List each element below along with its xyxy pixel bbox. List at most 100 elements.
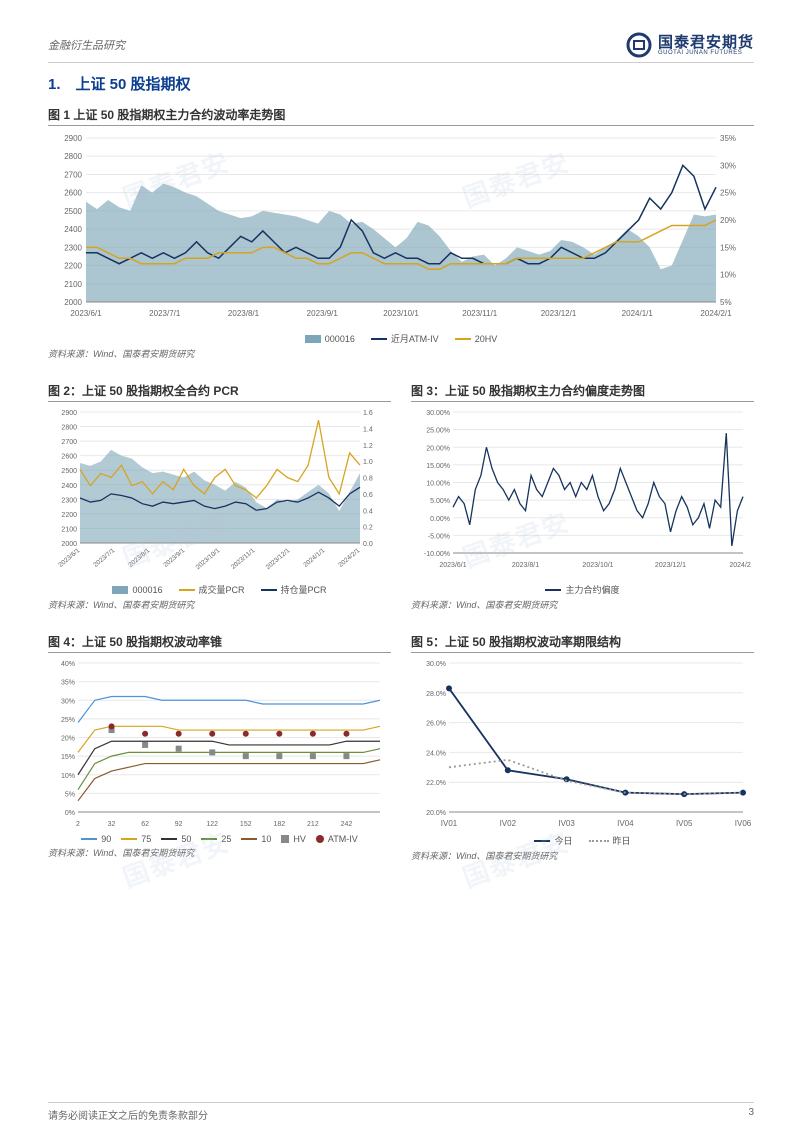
fig3-title: 上证 50 股指期权主力合约偏度走势图 <box>445 384 645 398</box>
svg-text:2023/6/1: 2023/6/1 <box>70 309 102 318</box>
svg-text:2023/11/1: 2023/11/1 <box>230 547 257 571</box>
svg-text:2023/8/1: 2023/8/1 <box>127 547 151 569</box>
svg-text:2024/1/1: 2024/1/1 <box>302 547 326 569</box>
logo-icon <box>626 32 652 58</box>
legend-4: 9075502510HVATM-IV <box>48 834 391 844</box>
brand-cn: 国泰君安期货 <box>658 35 754 50</box>
svg-text:212: 212 <box>307 821 319 828</box>
svg-text:1.4: 1.4 <box>363 426 373 433</box>
chart-1: 2000210022002300240025002600270028002900… <box>48 130 754 330</box>
svg-text:1.2: 1.2 <box>363 443 373 450</box>
svg-text:5.00%: 5.00% <box>430 498 450 505</box>
svg-text:15%: 15% <box>720 243 736 252</box>
legend-5: 今日昨日 <box>411 834 754 847</box>
svg-text:2500: 2500 <box>61 468 77 475</box>
chart-5: 20.0%22.0%24.0%26.0%28.0%30.0%IV01IV02IV… <box>411 657 751 832</box>
svg-text:2023/12/1: 2023/12/1 <box>655 562 686 569</box>
svg-text:24.0%: 24.0% <box>426 750 446 757</box>
svg-text:5%: 5% <box>65 791 75 798</box>
svg-text:10%: 10% <box>720 271 736 280</box>
svg-text:2100: 2100 <box>61 526 77 533</box>
section-title: 1. 上证 50 股指期权 <box>48 73 754 94</box>
svg-text:IV03: IV03 <box>558 819 575 828</box>
svg-text:22.0%: 22.0% <box>426 780 446 787</box>
legend-1: 000016近月ATM-IV20HV <box>48 332 754 345</box>
svg-text:2200: 2200 <box>61 512 77 519</box>
fig2-prefix: 图 2： <box>48 384 82 398</box>
svg-text:2: 2 <box>76 821 80 828</box>
svg-text:2023/7/1: 2023/7/1 <box>149 309 181 318</box>
svg-text:IV04: IV04 <box>617 819 634 828</box>
svg-text:2300: 2300 <box>61 497 77 504</box>
svg-text:IV01: IV01 <box>441 819 458 828</box>
fig5-title: 上证 50 股指期权波动率期限结构 <box>445 635 621 649</box>
chart-4: 0%5%10%15%20%25%30%35%40%232629212215218… <box>48 657 388 832</box>
svg-text:IV06: IV06 <box>735 819 751 828</box>
svg-text:2023/12/1: 2023/12/1 <box>265 547 292 571</box>
svg-text:2400: 2400 <box>61 483 77 490</box>
svg-text:20.00%: 20.00% <box>426 445 450 452</box>
svg-text:2024/2/1: 2024/2/1 <box>700 309 732 318</box>
svg-text:2900: 2900 <box>61 410 77 417</box>
svg-text:2023/6/1: 2023/6/1 <box>57 547 81 569</box>
svg-text:2700: 2700 <box>61 439 77 446</box>
svg-text:10%: 10% <box>61 773 75 780</box>
svg-text:30.0%: 30.0% <box>426 661 446 668</box>
legend-2: 000016成交量PCR持仓量PCR <box>48 583 391 596</box>
svg-text:242: 242 <box>341 821 353 828</box>
fig1-title: 上证 50 股指期权主力合约波动率走势图 <box>73 108 285 122</box>
fig1-prefix: 图 1 <box>48 108 70 122</box>
svg-text:2023/11/1: 2023/11/1 <box>462 309 498 318</box>
svg-text:2024/2/1: 2024/2/1 <box>337 547 361 569</box>
svg-text:-5.00%: -5.00% <box>428 533 450 540</box>
fig1-source: 资料来源：Wind、国泰君安期货研究 <box>48 347 754 360</box>
svg-text:32: 32 <box>108 821 116 828</box>
svg-text:25%: 25% <box>720 189 736 198</box>
chart-3: -10.00%-5.00%0.00%5.00%10.00%15.00%20.00… <box>411 406 751 581</box>
svg-text:2900: 2900 <box>64 134 82 143</box>
brand-en: GUOTAI JUNAN FUTURES <box>658 50 754 56</box>
figure-3: 图 3：上证 50 股指期权主力合约偏度走势图 -10.00%-5.00%0.0… <box>411 376 754 611</box>
svg-text:IV05: IV05 <box>676 819 693 828</box>
svg-text:20%: 20% <box>720 216 736 225</box>
svg-text:30.00%: 30.00% <box>426 410 450 417</box>
svg-text:2023/8/1: 2023/8/1 <box>228 309 260 318</box>
svg-text:2023/8/1: 2023/8/1 <box>512 562 539 569</box>
fig5-source: 资料来源：Wind、国泰君安期货研究 <box>411 849 754 862</box>
disclaimer: 请务必阅读正文之后的免责条款部分 <box>48 1107 208 1122</box>
svg-text:-10.00%: -10.00% <box>424 551 450 558</box>
svg-text:2023/6/1: 2023/6/1 <box>439 562 466 569</box>
fig2-source: 资料来源：Wind、国泰君安期货研究 <box>48 598 391 611</box>
svg-text:2100: 2100 <box>64 280 82 289</box>
svg-text:2023/9/1: 2023/9/1 <box>162 547 186 569</box>
svg-text:15.00%: 15.00% <box>426 463 450 470</box>
svg-text:IV02: IV02 <box>500 819 517 828</box>
fig5-prefix: 图 5： <box>411 635 445 649</box>
svg-text:25.00%: 25.00% <box>426 428 450 435</box>
figure-1: 图 1 上证 50 股指期权主力合约波动率走势图 2000 2100 2200 230… <box>48 106 754 360</box>
svg-text:35%: 35% <box>61 680 75 687</box>
svg-text:2300: 2300 <box>64 243 82 252</box>
svg-text:2023/10/1: 2023/10/1 <box>195 547 222 571</box>
svg-text:2200: 2200 <box>64 262 82 271</box>
svg-text:2024/2/1: 2024/2/1 <box>729 562 751 569</box>
svg-text:182: 182 <box>273 821 285 828</box>
svg-text:0.00%: 0.00% <box>430 516 450 523</box>
chart-2: 2000210022002300240025002600270028002900… <box>48 406 388 581</box>
svg-text:40%: 40% <box>61 661 75 668</box>
svg-text:2000: 2000 <box>64 298 82 307</box>
fig4-title: 上证 50 股指期权波动率锥 <box>82 635 222 649</box>
legend-3: 主力合约偏度 <box>411 583 754 596</box>
header-category: 金融衍生品研究 <box>48 37 125 53</box>
svg-text:2500: 2500 <box>64 207 82 216</box>
brand-logo: 国泰君安期货 GUOTAI JUNAN FUTURES <box>626 32 754 58</box>
svg-text:0%: 0% <box>65 810 75 817</box>
svg-text:152: 152 <box>240 821 252 828</box>
svg-text:26.0%: 26.0% <box>426 721 446 728</box>
svg-text:5%: 5% <box>720 298 732 307</box>
page: 金融衍生品研究 国泰君安期货 GUOTAI JUNAN FUTURES 1. 上… <box>0 0 802 882</box>
page-footer: 请务必阅读正文之后的免责条款部分 3 <box>48 1102 754 1122</box>
svg-text:20.0%: 20.0% <box>426 810 446 817</box>
svg-text:20%: 20% <box>61 736 75 743</box>
svg-text:2023/9/1: 2023/9/1 <box>307 309 339 318</box>
